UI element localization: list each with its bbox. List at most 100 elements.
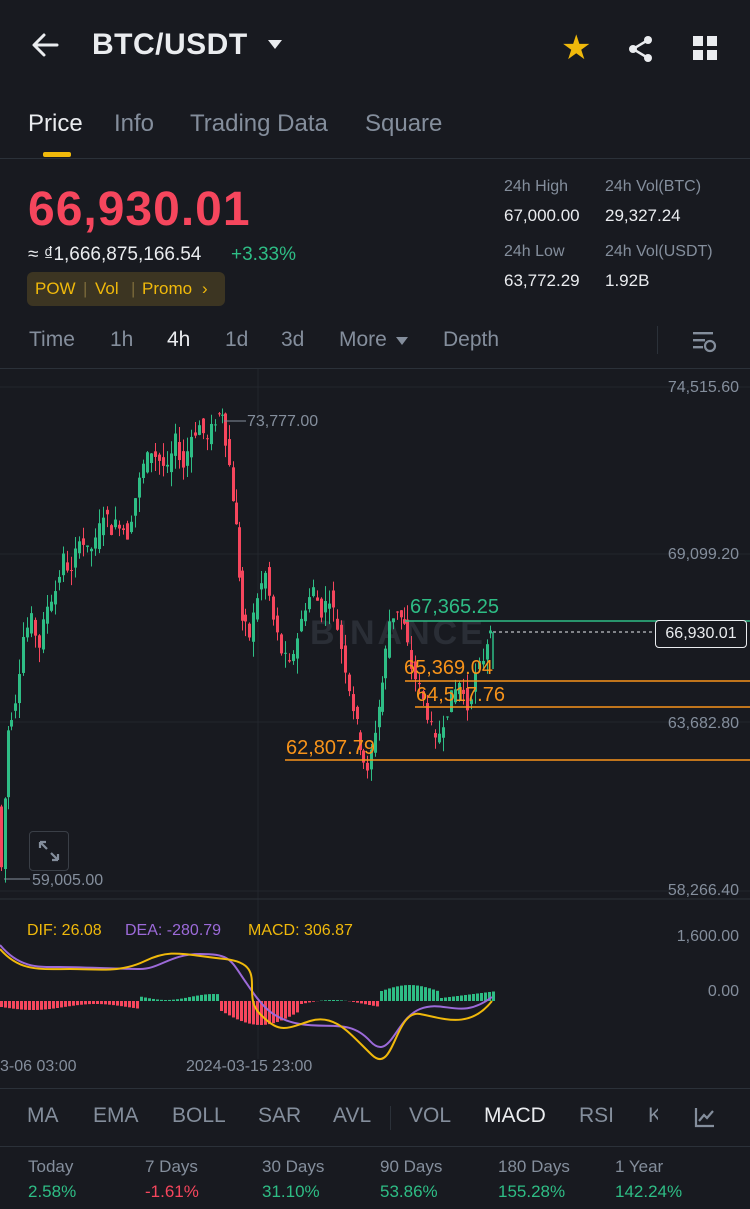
indicator-macd[interactable]: MACD (484, 1104, 546, 1127)
indicator-boll[interactable]: BOLL (172, 1104, 226, 1127)
macd-bar (420, 986, 423, 1001)
candle-body (114, 519, 117, 528)
candle-body (344, 645, 347, 673)
macd-bar (260, 1001, 263, 1025)
macd-bar (460, 995, 463, 1001)
grid-icon[interactable] (693, 36, 717, 60)
chart-settings-icon[interactable] (692, 330, 718, 354)
indicator-avl[interactable]: AVL (333, 1104, 372, 1127)
tab-square[interactable]: Square (365, 110, 443, 137)
tag-vol[interactable]: Vol (95, 279, 119, 298)
candle-body (426, 702, 429, 720)
tab-trading-data[interactable]: Trading Data (190, 110, 328, 137)
candle-body (224, 413, 227, 446)
tag-pow[interactable]: POW (35, 279, 76, 298)
interval-3d[interactable]: 3d (281, 328, 305, 351)
back-arrow-icon[interactable] (30, 30, 64, 64)
macd-bar (352, 1001, 355, 1002)
candle-body (378, 706, 381, 728)
candle-body (241, 570, 244, 621)
indicator-settings-icon[interactable] (694, 1106, 716, 1128)
candle-body (206, 438, 209, 440)
candle-body (102, 517, 105, 536)
macd-bar (52, 1001, 55, 1009)
macd-bar (28, 1001, 31, 1010)
macd-bar (208, 994, 211, 1001)
candle-body (70, 570, 73, 572)
macd-bar (72, 1001, 75, 1006)
candle-body (418, 683, 421, 685)
macd-bar (436, 990, 439, 1001)
macd-bar (104, 1001, 107, 1005)
macd-bar (116, 1001, 119, 1006)
macd-bar (248, 1001, 251, 1024)
perf-1y-label: 1 Year (615, 1157, 664, 1176)
candle-body (162, 457, 165, 466)
candle-body (18, 674, 21, 704)
candlestick-chart[interactable]: BINANCE 67,365.2565,369.0464,517.7662,80… (0, 369, 750, 1089)
candle-body (170, 453, 173, 473)
candle-body (0, 806, 3, 868)
expand-icon[interactable] (29, 831, 69, 871)
pair-title[interactable]: BTC/USDT (92, 28, 248, 61)
macd-bar (440, 998, 443, 1001)
change-percent: +3.33% (231, 244, 296, 265)
perf-180d-value: 155.28% (498, 1182, 566, 1201)
macd-bar (456, 996, 459, 1001)
perf-1y-value: 142.24% (615, 1182, 683, 1201)
share-icon[interactable] (626, 34, 656, 64)
macd-bar (120, 1001, 123, 1007)
more-caret-icon[interactable] (396, 337, 408, 345)
indicator-ema[interactable]: EMA (93, 1104, 139, 1127)
chart-top-divider (0, 368, 750, 369)
indicator-k[interactable]: K (648, 1104, 658, 1127)
macd-bar (244, 1001, 247, 1023)
candle-body (26, 627, 29, 638)
interval-1h[interactable]: 1h (110, 328, 134, 351)
candle-body (292, 654, 295, 662)
candle-body (288, 660, 291, 662)
candle-body (158, 454, 161, 461)
macd-bar (296, 1001, 299, 1013)
perf-30d-label: 30 Days (262, 1157, 325, 1176)
macd-bar (452, 996, 455, 1001)
indicator-rsi[interactable]: RSI (579, 1104, 615, 1127)
interval-more[interactable]: More (339, 328, 387, 351)
tab-info[interactable]: Info (114, 110, 155, 137)
indicator-sar[interactable]: SAR (258, 1104, 302, 1127)
candle-body (406, 619, 409, 643)
stat-vol-btc-label: 24h Vol(BTC) (605, 178, 702, 195)
indicator-bar-divider (0, 1146, 750, 1147)
interval-time[interactable]: Time (29, 328, 75, 351)
candle-body (138, 477, 141, 498)
macd-bar (280, 1001, 283, 1021)
candle-body (470, 699, 473, 705)
candle-body (362, 750, 365, 763)
tag-bar[interactable]: POW | Vol | Promo › (27, 272, 225, 306)
macd-bar (392, 987, 395, 1001)
macd-value-label: MACD: 306.87 (248, 922, 353, 939)
candle-body (82, 538, 85, 545)
candle-body (352, 694, 355, 712)
interval-1d[interactable]: 1d (225, 328, 249, 351)
interval-4h[interactable]: 4h (167, 328, 191, 351)
tab-price[interactable]: Price (28, 110, 83, 137)
candle-body (154, 451, 157, 457)
macd-bar (476, 993, 479, 1001)
star-icon[interactable]: ★ (561, 29, 592, 67)
chevron-right-icon: › (202, 279, 208, 298)
caret-down-icon[interactable] (268, 40, 282, 49)
level-label-2: 65,369.04 (404, 657, 493, 679)
macd-bar (188, 997, 191, 1001)
candle-body (466, 687, 469, 711)
tag-promo[interactable]: Promo (142, 279, 193, 298)
interval-depth[interactable]: Depth (443, 328, 500, 351)
candle-body (30, 613, 33, 634)
candle-body (348, 674, 351, 692)
macd-bar (264, 1001, 267, 1025)
indicator-ma[interactable]: MA (27, 1104, 59, 1127)
indicator-vol[interactable]: VOL (409, 1104, 452, 1127)
macd-bar (396, 986, 399, 1001)
macd-bar (272, 1001, 275, 1024)
macd-bar (184, 997, 187, 1001)
